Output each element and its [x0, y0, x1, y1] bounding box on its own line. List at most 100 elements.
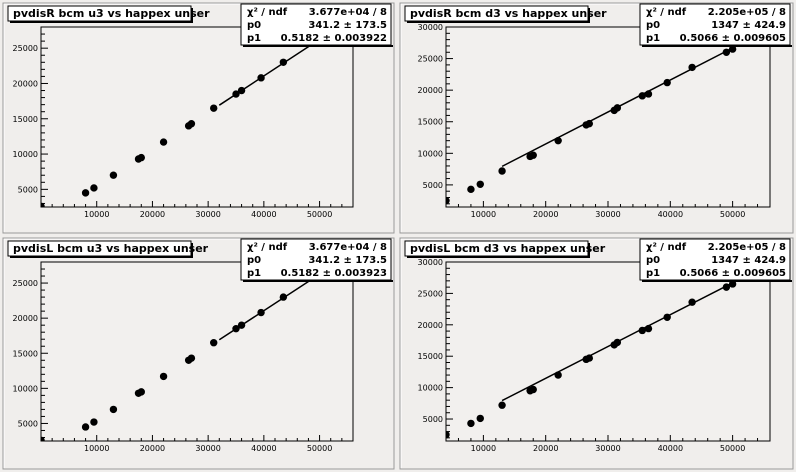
data-point [644, 324, 653, 333]
y-tick-label: 10000 [418, 149, 443, 158]
y-tick-label: 15000 [13, 115, 38, 124]
stats-label: χ² / ndf [646, 7, 687, 18]
y-tick-label: 15000 [13, 349, 38, 358]
x-tick-label: 10000 [84, 444, 109, 453]
stats-label: p1 [646, 33, 660, 44]
y-tick-label: 10000 [13, 150, 38, 159]
y-tick-label: 15000 [418, 118, 443, 127]
title-box-shadow [191, 243, 193, 257]
stats-box: χ² / ndf 3.677e+04 / 8 p0 341.2 ± 173.5 p1 0.… [240, 238, 393, 282]
stats-value: 0.5182 ± 0.003923 [281, 268, 387, 279]
x-tick-label: 20000 [533, 210, 558, 219]
stats-box-shadow [642, 45, 792, 47]
chart-title: pvdisL bcm d3 vs happex unser [404, 240, 606, 258]
stats-value: 341.2 ± 173.5 [308, 255, 387, 266]
data-point [159, 372, 168, 381]
data-point [529, 385, 537, 394]
data-point [109, 171, 118, 179]
chart-pad-1: 10000 20000 30000 40000 50000 5000 10000 15000 2… [2, 2, 395, 234]
stats-label: χ² / ndf [247, 7, 288, 18]
y-tick-label: 5000 [423, 415, 443, 424]
stats-label: p1 [646, 268, 660, 279]
plot-marks [446, 272, 752, 439]
data-point [109, 405, 118, 414]
y-tick-label: 20000 [418, 86, 443, 95]
data-point [585, 119, 594, 128]
chart-title: pvdisR bcm u3 vs happex unser [7, 5, 210, 23]
x-tick-label: 10000 [84, 210, 109, 219]
x-tick-label: 50000 [720, 210, 745, 219]
data-point [467, 419, 475, 428]
data-point [638, 326, 646, 335]
stats-label: p1 [247, 268, 261, 279]
data-point [476, 180, 484, 188]
data-point [232, 90, 240, 98]
fit-line [501, 37, 752, 168]
data-point [554, 371, 562, 379]
stats-value: 1347 ± 424.9 [711, 255, 786, 266]
stats-value: 3.677e+04 / 8 [309, 242, 387, 253]
x-tick-label: 30000 [595, 444, 620, 453]
stats-value: 2.205e+05 / 8 [708, 242, 786, 253]
data-point [638, 92, 646, 100]
y-tick-label: 25000 [418, 55, 443, 64]
y-tick-label: 5000 [18, 419, 38, 428]
data-point [41, 202, 45, 207]
stats-value: 0.5066 ± 0.009605 [680, 268, 786, 279]
data-point [446, 431, 450, 439]
stats-label: χ² / ndf [247, 242, 288, 253]
chart-title-text: pvdisL bcm u3 vs happex unser [13, 242, 209, 255]
y-tick-label: 10000 [13, 384, 38, 393]
data-point [688, 298, 696, 306]
data-point [187, 120, 196, 128]
x-tick-label: 30000 [195, 444, 220, 453]
plot-marks [446, 37, 752, 205]
data-point [644, 90, 653, 98]
x-tick-label: 20000 [140, 444, 165, 453]
data-point [446, 196, 450, 205]
data-point [663, 313, 671, 321]
plot-area [40, 261, 354, 442]
y-tick-label: 25000 [13, 44, 38, 53]
data-point [159, 138, 168, 146]
title-box-shadow [588, 243, 590, 257]
y-tick-label: 30000 [418, 23, 443, 32]
stats-label: p0 [646, 20, 660, 31]
stats-box: χ² / ndf 2.205e+05 / 8 p0 1347 ± 424.9 p1 0.5… [639, 238, 792, 282]
stats-label: χ² / ndf [646, 242, 687, 253]
data-point [210, 339, 218, 347]
x-tick-label: 50000 [307, 210, 332, 219]
x-tick-label: 10000 [471, 444, 496, 453]
y-tick-label: 20000 [13, 314, 38, 323]
x-tick-label: 50000 [307, 444, 332, 453]
y-tick-label: 25000 [13, 279, 38, 288]
data-point [90, 184, 98, 192]
data-point [728, 280, 737, 288]
stats-value: 0.5182 ± 0.003922 [281, 33, 387, 44]
x-tick-label: 20000 [140, 210, 165, 219]
data-point [81, 423, 90, 431]
chart-pad-3: 10000 20000 30000 40000 50000 5000 10000 15000 2… [2, 237, 395, 470]
y-tick-label: 10000 [418, 384, 443, 393]
data-point [613, 104, 622, 112]
title-box-shadow [10, 256, 193, 258]
stats-box-shadow [642, 280, 792, 282]
data-point [237, 321, 246, 329]
data-point [187, 354, 196, 362]
data-point [210, 104, 218, 112]
data-point [137, 388, 145, 396]
x-tick-label: 50000 [720, 444, 745, 453]
data-point [279, 58, 288, 66]
data-point [585, 354, 594, 362]
chart-title-text: pvdisR bcm u3 vs happex unser [13, 7, 210, 20]
x-tick-label: 40000 [251, 444, 276, 453]
y-tick-label: 15000 [418, 352, 443, 361]
stats-value: 3.677e+04 / 8 [309, 7, 387, 18]
data-point [722, 48, 731, 56]
stats-value: 341.2 ± 173.5 [308, 20, 387, 31]
data-point [728, 45, 737, 53]
stats-label: p1 [247, 33, 261, 44]
chart-pad-2: 10000 20000 30000 40000 50000 5000 10000 15000 2… [399, 2, 794, 234]
y-tick-label: 20000 [418, 321, 443, 330]
x-tick-label: 40000 [658, 444, 683, 453]
